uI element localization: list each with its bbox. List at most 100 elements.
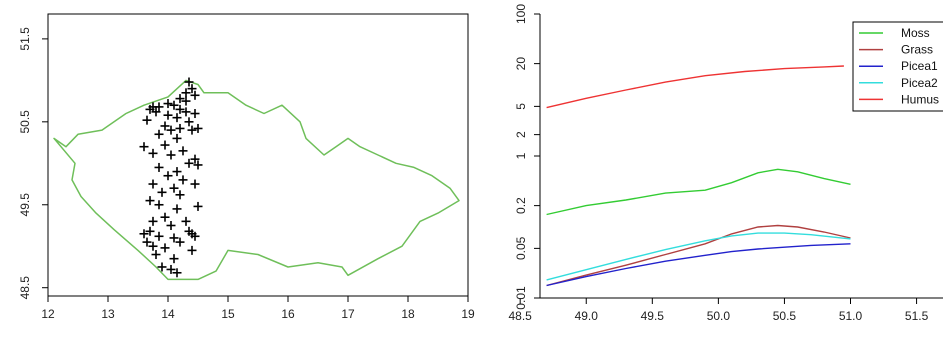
scatter-point	[181, 216, 191, 226]
scatter-point	[157, 187, 167, 197]
y-tick-label: 0.05	[514, 236, 528, 260]
x-tick-label: 19	[461, 307, 475, 321]
y-tick-label: 100	[514, 4, 528, 24]
scatter-point	[169, 233, 179, 243]
scatter-point	[184, 226, 194, 236]
scatter-point	[184, 77, 194, 87]
y-tick-label: 49.5	[18, 193, 32, 217]
scatter-point	[172, 133, 182, 143]
map-axes: 12 13 14 15 16 17 18 19 48.5 49.5 50.5 51.5	[18, 13, 475, 321]
scatter-point	[172, 167, 182, 177]
scatter-point	[175, 123, 185, 133]
scatter-point	[145, 196, 155, 206]
country-border	[53, 79, 460, 281]
scatter-point	[163, 99, 173, 109]
scatter-point	[181, 96, 191, 106]
x-tick-label: 14	[161, 307, 175, 321]
x-tick-label: 51.5	[905, 309, 929, 323]
y-tick-label: 2	[514, 131, 528, 138]
y-tick-label: 50.5	[18, 110, 32, 134]
series-line-picea2	[546, 232, 851, 281]
scatter-point	[148, 179, 158, 189]
scatter-point	[142, 237, 152, 247]
x-tick-label: 15	[221, 307, 235, 321]
x-tick-label: 50.5	[773, 309, 797, 323]
scatter-point	[151, 107, 161, 117]
scatter-point	[160, 243, 170, 253]
series-line-picea1	[546, 243, 851, 287]
y-tick-label: 51.5	[18, 27, 32, 51]
line-axes: 48.5 49.0 49.5 50.0 50.5 51.0 51.5 0.01 0.05 0.2 1…	[509, 4, 943, 323]
x-tick-label: 51.0	[839, 309, 863, 323]
x-tick-label: 13	[101, 307, 115, 321]
scatter-point	[190, 179, 200, 189]
legend-label: Humus	[901, 92, 939, 106]
scatter-point	[193, 201, 203, 211]
scatter-point	[160, 121, 170, 131]
y-tick-label: 48.5	[18, 276, 32, 300]
x-tick-label: 12	[41, 307, 55, 321]
legend-label: Grass	[901, 43, 933, 57]
scatter-point	[166, 150, 176, 160]
legend-box	[852, 21, 943, 112]
scatter-point	[190, 90, 200, 100]
scatter-point	[154, 162, 164, 172]
scatter-point	[184, 117, 194, 127]
scatter-point	[160, 212, 170, 222]
x-tick-label: 17	[341, 307, 355, 321]
series-line-grass	[546, 224, 851, 287]
scatter-point	[190, 231, 200, 241]
x-tick-label: 18	[401, 307, 415, 321]
scatter-point	[187, 245, 197, 255]
legend-label: Moss	[901, 26, 930, 40]
legend: Moss Grass Picea1 Picea2 Humus	[852, 21, 943, 112]
scatter-point	[169, 183, 179, 193]
scatter-point	[184, 158, 194, 168]
scatter-point	[190, 109, 200, 119]
scatter-point	[175, 237, 185, 247]
scatter-point	[163, 171, 173, 181]
scatter-point	[193, 123, 203, 133]
scatter-point	[178, 146, 188, 156]
scatter-point	[190, 154, 200, 164]
series-line-humus	[546, 65, 844, 109]
scatter-point	[139, 229, 149, 239]
scatter-point	[166, 264, 176, 274]
x-tick-label: 16	[281, 307, 295, 321]
scatter-point	[172, 268, 182, 278]
scatter-point	[154, 231, 164, 241]
scatter-point	[169, 100, 179, 110]
scatter-point	[148, 216, 158, 226]
scatter-point	[166, 221, 176, 230]
scatter-point	[148, 241, 158, 251]
scatter-point	[181, 88, 191, 98]
scatter-point	[169, 254, 179, 264]
scatter-point	[139, 142, 149, 152]
line-series-group	[546, 65, 851, 287]
scatter-point	[154, 102, 164, 112]
map-points	[139, 77, 203, 278]
scatter-point	[193, 160, 203, 170]
x-tick-label: 48.5	[509, 309, 533, 323]
scatter-point	[166, 125, 176, 135]
x-tick-label: 50.0	[707, 309, 731, 323]
scatter-point	[142, 115, 152, 125]
scatter-point	[175, 94, 185, 104]
y-tick-label: 0.2	[514, 197, 528, 214]
scatter-map-chart: 12 13 14 15 16 17 18 19 48.5 49.5 50.5 51.5	[18, 13, 475, 321]
scatter-point	[187, 125, 197, 135]
scatter-point	[160, 140, 170, 150]
scatter-point	[175, 190, 185, 200]
scatter-point	[172, 113, 182, 123]
scatter-point	[163, 110, 173, 120]
legend-label: Picea2	[901, 76, 938, 90]
y-tick-label: 1	[514, 152, 528, 159]
plot-frame	[47, 13, 469, 297]
y-tick-label: 0.01	[514, 286, 528, 310]
x-tick-label: 49.5	[641, 309, 665, 323]
y-tick-label: 5	[514, 103, 528, 110]
scatter-point	[151, 250, 161, 260]
scatter-point	[154, 200, 164, 210]
scatter-point	[172, 204, 182, 214]
scatter-point	[181, 107, 191, 117]
